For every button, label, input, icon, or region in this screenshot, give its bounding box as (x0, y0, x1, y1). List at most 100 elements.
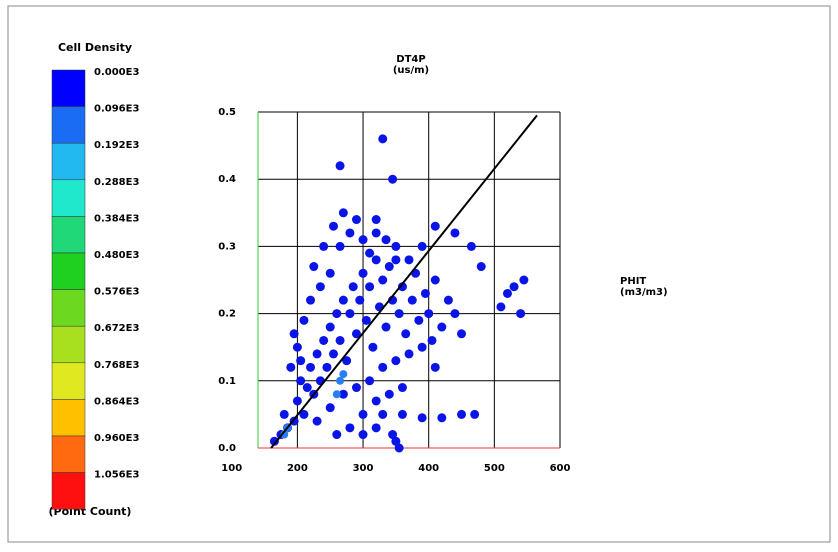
scatter-point (335, 161, 345, 171)
colorbar-label: 0.864E3 (94, 396, 139, 407)
colorbar-swatch (51, 142, 86, 181)
x-tick-label: 600 (550, 463, 571, 474)
scatter-point (466, 241, 476, 251)
scatter-point (437, 322, 447, 332)
scatter-point (381, 322, 391, 332)
scatter-point (312, 416, 322, 426)
colorbar-label: 0.288E3 (94, 177, 139, 188)
scatter-point (391, 241, 401, 251)
scatter-point (332, 309, 342, 319)
colorbar-swatch (51, 435, 86, 473)
colorbar-swatch (51, 106, 86, 144)
scatter-point (302, 383, 312, 393)
scatter-point (279, 409, 289, 419)
scatter-point (296, 356, 306, 366)
colorbar-label: 0.768E3 (94, 360, 139, 371)
y-tick-label: 0.2 (218, 309, 236, 320)
scatter-point (417, 413, 427, 423)
scatter-point (388, 430, 398, 440)
scatter-point (296, 376, 306, 386)
scatter-point (443, 295, 453, 305)
colorbar-swatch (51, 216, 86, 254)
scatter-point (338, 208, 348, 218)
scatter-point (430, 362, 440, 372)
scatter-point (351, 383, 361, 393)
x-tick-label: 500 (484, 463, 505, 474)
colorbar-label: 0.672E3 (94, 323, 139, 334)
scatter-point (335, 241, 345, 251)
scatter-point (269, 436, 279, 446)
colorbar-label: 0.000E3 (94, 67, 139, 78)
scatter-point (292, 342, 302, 352)
colorbar-label: 0.384E3 (94, 213, 139, 224)
scatter-point (381, 235, 391, 245)
scatter-point (371, 396, 381, 406)
colorbar-swatch (51, 472, 86, 510)
scatter-point (345, 423, 355, 433)
colorbar-swatch (51, 289, 86, 327)
scatter-point (391, 255, 401, 265)
scatter-point (371, 228, 381, 238)
colorbar-label: 0.192E3 (94, 140, 139, 151)
scatter-point (476, 262, 486, 272)
x-tick-label: 200 (287, 463, 308, 474)
scatter-point (306, 362, 316, 372)
y-tick-label: 0.3 (218, 241, 236, 252)
scatter-point (339, 370, 348, 379)
scatter-point (371, 255, 381, 265)
x-axis-label: DT4P (396, 54, 425, 65)
scatter-point (496, 302, 506, 312)
scatter-point (336, 376, 345, 385)
scatter-point (378, 409, 388, 419)
scatter-point (404, 349, 414, 359)
scatter-point (388, 174, 398, 184)
scatter-point (355, 295, 365, 305)
scatter-point (371, 423, 381, 433)
scatter-point (430, 275, 440, 285)
y-axis-label: PHIT (620, 276, 646, 287)
scatter-point (345, 309, 355, 319)
x-axis-unit: (us/m) (393, 65, 429, 76)
scatter-point (397, 409, 407, 419)
scatter-point (424, 309, 434, 319)
y-axis-unit: (m3/m3) (620, 287, 668, 298)
scatter-point (325, 322, 335, 332)
colorbar-label: 0.960E3 (94, 433, 139, 444)
scatter-point (394, 443, 404, 453)
colorbar-swatch (51, 325, 86, 364)
scatter-point (315, 282, 325, 292)
scatter-point (338, 295, 348, 305)
scatter-point (332, 430, 342, 440)
scatter-point (338, 389, 348, 399)
scatter-point (329, 221, 338, 231)
scatter-point (358, 268, 368, 278)
y-tick-label: 0.0 (218, 443, 236, 454)
scatter-point (450, 228, 460, 238)
colorbar-label: 0.576E3 (94, 287, 139, 298)
fit-line (270, 114, 538, 449)
scatter-point (289, 329, 299, 339)
scatter-point (292, 396, 302, 406)
scatter-point (417, 342, 427, 352)
scatter-point (365, 248, 375, 258)
scatter-point (457, 329, 467, 339)
colorbar-label: 0.096E3 (94, 104, 139, 115)
scatter-point (457, 409, 467, 419)
scatter-point (286, 362, 296, 372)
colorbar-swatch (51, 252, 86, 290)
y-tick-label: 0.4 (218, 174, 236, 185)
scatter-point (361, 315, 371, 325)
y-tick-label: 0.5 (218, 107, 236, 118)
scatter-point (394, 309, 404, 319)
scatter-point (407, 295, 417, 305)
scatter-point (351, 215, 361, 225)
scatter-point (365, 376, 375, 386)
scatter-point (351, 329, 361, 339)
scatter-point (404, 255, 414, 265)
scatter-point (299, 409, 309, 419)
colorbar-swatch (51, 399, 86, 437)
scatter-point (401, 329, 411, 339)
scatter-point (325, 268, 335, 278)
